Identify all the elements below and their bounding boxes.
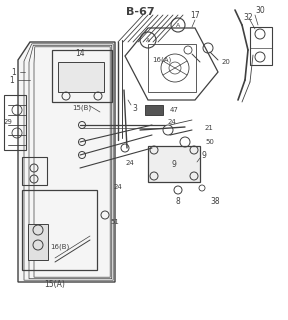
Text: 29: 29 [4,119,13,125]
Text: 9: 9 [172,159,177,169]
Text: 38: 38 [210,197,220,206]
Text: 24: 24 [126,160,134,166]
Text: 17: 17 [190,11,200,20]
Polygon shape [18,42,115,282]
Text: 3: 3 [132,103,137,113]
Text: 20: 20 [222,59,231,65]
Text: 24: 24 [168,119,177,125]
Bar [145,105,163,115]
Text: 51: 51 [110,219,119,225]
Bar [148,44,196,92]
Text: 47: 47 [170,107,179,113]
Bar [22,157,47,185]
Bar [250,27,272,65]
Text: 9: 9 [202,150,207,159]
Text: 24: 24 [114,184,122,190]
Text: 1: 1 [10,76,14,84]
Text: A: A [176,22,180,28]
Text: 21: 21 [205,125,214,131]
Text: 14: 14 [75,49,85,58]
Text: 15(A): 15(A) [45,279,65,289]
Bar [28,224,48,260]
Text: 50: 50 [205,139,214,145]
Bar [22,190,97,270]
Text: 30: 30 [255,5,265,14]
Bar [4,95,26,150]
Bar [148,146,200,182]
Text: 16(A): 16(A) [152,57,172,63]
Text: 32: 32 [243,12,253,21]
Text: A: A [146,37,150,43]
Text: 15(B): 15(B) [73,105,92,111]
Bar [58,62,104,92]
Text: 1: 1 [12,68,16,76]
Text: 16(B): 16(B) [50,244,70,250]
Bar [52,50,112,102]
Text: B-67: B-67 [126,7,154,17]
Text: 8: 8 [176,197,180,206]
